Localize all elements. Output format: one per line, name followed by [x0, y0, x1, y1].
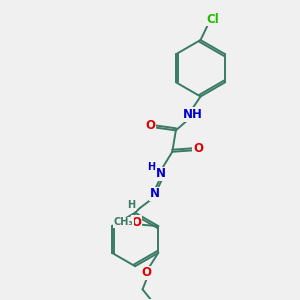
Text: NH: NH — [183, 108, 202, 121]
Text: CH₃: CH₃ — [114, 217, 133, 227]
Text: O: O — [141, 266, 152, 279]
Text: H: H — [147, 162, 155, 172]
Text: O: O — [131, 216, 141, 229]
Text: O: O — [145, 119, 155, 132]
Text: Cl: Cl — [206, 13, 219, 26]
Text: O: O — [193, 142, 203, 155]
Text: N: N — [156, 167, 166, 180]
Text: H: H — [127, 200, 135, 210]
Text: N: N — [149, 188, 160, 200]
